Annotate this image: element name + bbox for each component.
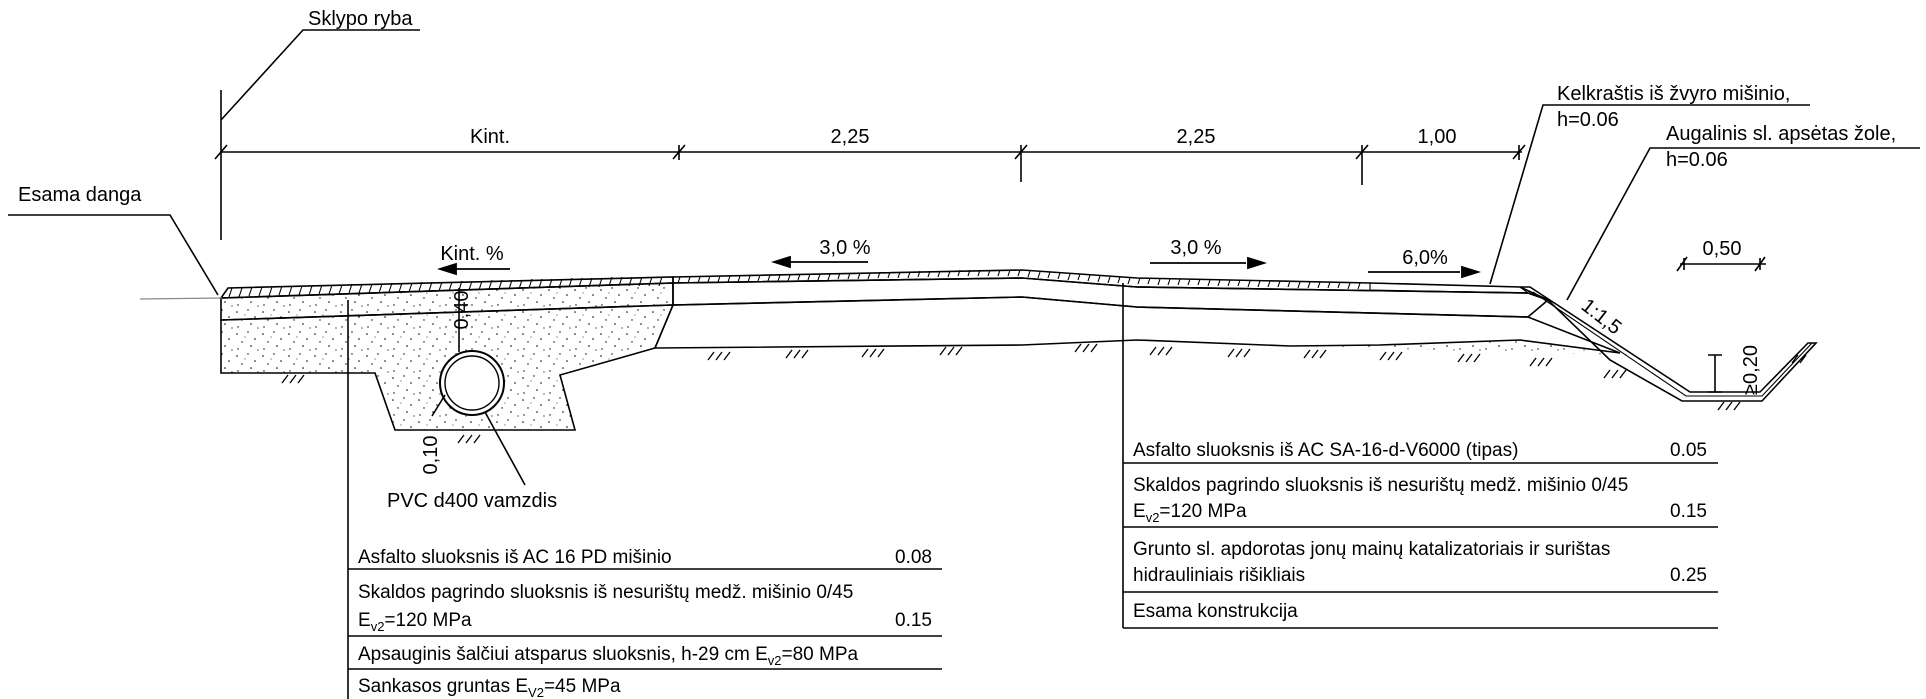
left-row-3: Apsauginis šalčiui atsparus sluoksnis, h… — [358, 644, 858, 668]
slope-left: Kint. % — [440, 243, 504, 265]
right-row-1-text: Asfalto sluoksnis iš AC SA-16-d-V6000 (t… — [1133, 440, 1518, 461]
left-row-1-text: Asfalto sluoksnis iš AC 16 PD mišinio — [358, 547, 672, 568]
right-row-2-ev: Ev2=120 MPa — [1133, 501, 1247, 525]
dim-020-label: ≥0,20 — [1740, 345, 1762, 395]
right-row-2-ev-main: E — [1133, 501, 1146, 522]
esama-danga-label: Esama danga — [18, 184, 142, 206]
pvc-label: PVC d400 vamzdis — [387, 490, 557, 512]
left-row-2-text: Skaldos pagrindo sluoksnis iš nesurištų … — [358, 582, 853, 603]
left-row-2-ev: Ev2=120 MPa — [358, 610, 472, 634]
left-asphalt-hatch — [228, 276, 663, 298]
augalinis-label-2: h=0.06 — [1666, 149, 1728, 171]
right-row-3-line2: hidrauliniais rišikliais — [1133, 565, 1305, 586]
kelkrastis-label-2: h=0.06 — [1557, 109, 1619, 131]
right-row-2-text: Skaldos pagrindo sluoksnis iš nesurištų … — [1133, 475, 1628, 496]
slope-right: 6,0% — [1402, 247, 1448, 269]
left-row-2-value: 0.15 — [895, 610, 932, 631]
left-row-4-ev-sub: V2 — [528, 685, 544, 699]
esama-danga-leader — [8, 214, 219, 296]
gravel-shoulder — [1369, 282, 1530, 294]
kelkrastis-label-1: Kelkraštis iš žvyro mišinio, — [1557, 83, 1790, 105]
dim-kint: Kint. — [470, 126, 510, 148]
right-row-1-value: 0.05 — [1670, 440, 1707, 461]
left-row-2-ev-rest: =120 MPa — [384, 610, 472, 631]
left-structure-body — [221, 283, 1630, 430]
right-asphalt-layer — [672, 269, 1549, 301]
right-row-2-ev-sub: v2 — [1146, 510, 1160, 525]
left-row-2-ev-main: E — [358, 610, 371, 631]
dimension-extension-lines — [220, 90, 1520, 240]
ground-hatch-marks — [281, 343, 1807, 444]
right-layer-table: Asfalto sluoksnis iš AC SA-16-d-V6000 (t… — [1123, 440, 1718, 629]
left-row-2-ev-sub: v2 — [371, 619, 385, 634]
slope-ratio-label: 1:1,5 — [1577, 295, 1626, 340]
left-row-3-ev-sub: v2 — [768, 653, 782, 668]
slope-mid-right: 3,0 % — [1170, 237, 1221, 259]
left-row-4-text: Sankasos gruntas E — [358, 676, 528, 697]
pvc-pipe-inner — [444, 355, 500, 411]
augalinis-label-1: Augalinis sl. apsėtas žole, — [1666, 123, 1896, 145]
left-layer-table: Asfalto sluoksnis iš AC 16 PD mišinio 0.… — [348, 547, 942, 699]
augalinis-leader — [1566, 147, 1920, 301]
dim-1-00: 1,00 — [1418, 126, 1457, 148]
left-row-3-ev-rest: =80 MPa — [781, 644, 858, 665]
sklypo-ryba-label: Sklypo ryba — [308, 8, 413, 30]
existing-ground-line — [139, 297, 223, 300]
ditch-inner-line — [1532, 291, 1813, 397]
dim-2-25-left: 2,25 — [831, 126, 870, 148]
dim-050-label: 0,50 — [1703, 238, 1742, 260]
right-row-4-text: Esama konstrukcija — [1133, 601, 1298, 622]
dim-2-25-right: 2,25 — [1177, 126, 1216, 148]
ditch-slope — [1519, 286, 1818, 402]
left-row-4: Sankasos gruntas EV2=45 MPa — [358, 676, 621, 699]
kelkrastis-leader — [1489, 104, 1810, 285]
dim-010-label: 0,10 — [420, 436, 442, 475]
right-row-3-value: 0.25 — [1670, 565, 1707, 586]
dim-040-label: 0,40 — [451, 291, 473, 330]
dim-050-ticks — [1676, 256, 1766, 272]
slope-arrows — [436, 255, 1482, 279]
left-row-3-text: Apsauginis šalčiui atsparus sluoksnis, h… — [358, 644, 768, 665]
dim-010-line — [431, 394, 446, 417]
slope-mid-left: 3,0 % — [819, 237, 870, 259]
left-row-4-ev-rest: =45 MPa — [544, 676, 621, 697]
right-row-3-text: Grunto sl. apdorotas jonų mainų kataliza… — [1133, 539, 1610, 560]
dim-020-line — [1708, 354, 1722, 393]
right-asphalt-hatch — [677, 269, 1361, 290]
right-row-2-value: 0.15 — [1670, 501, 1707, 522]
sklypo-ryba-leader — [220, 29, 420, 121]
pvc-leader — [484, 411, 526, 486]
right-row-2-ev-rest: =120 MPa — [1159, 501, 1247, 522]
left-row-1-value: 0.08 — [895, 547, 932, 568]
